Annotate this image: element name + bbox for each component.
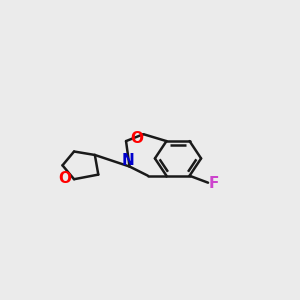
- Text: N: N: [122, 153, 135, 168]
- Text: O: O: [130, 131, 143, 146]
- Text: O: O: [58, 171, 71, 186]
- Text: F: F: [208, 176, 219, 191]
